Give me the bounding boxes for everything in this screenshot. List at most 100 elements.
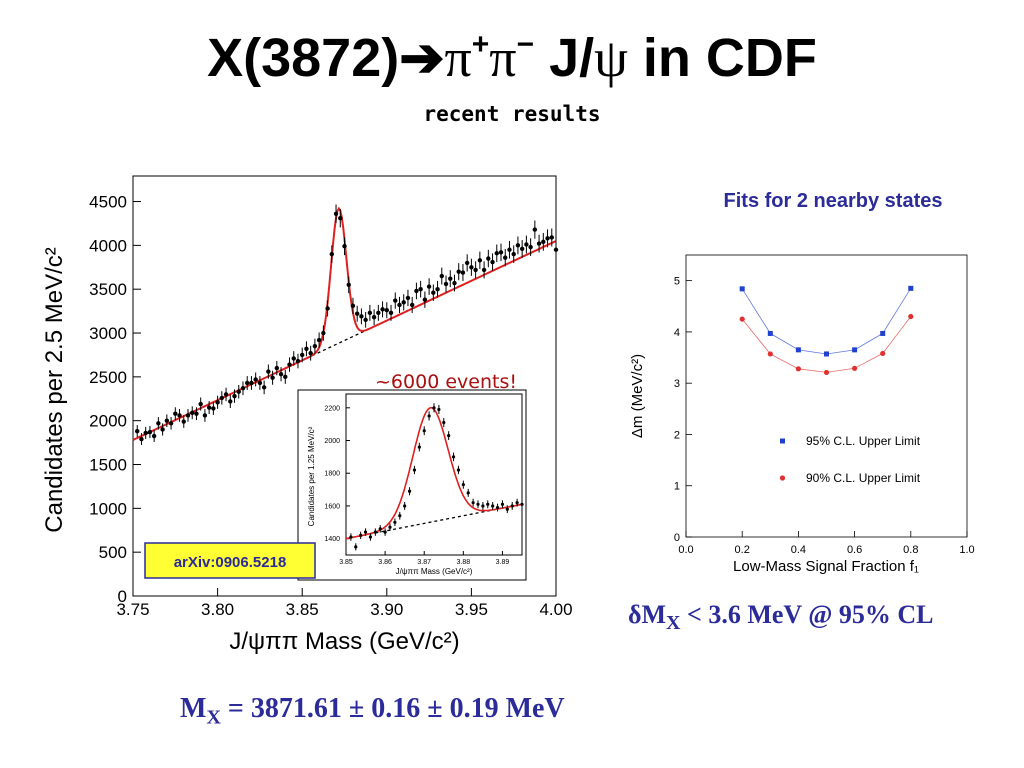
data-point — [342, 244, 347, 249]
y-tick-label: 5 — [674, 276, 680, 288]
mass-text: = 3871.61 ± 0.16 ± 0.19 MeV — [220, 693, 565, 724]
data-point — [541, 239, 546, 245]
data-point — [376, 310, 381, 316]
data-point — [553, 247, 559, 252]
data-point — [427, 414, 431, 418]
data-point — [359, 533, 363, 537]
data-point — [511, 251, 516, 257]
x-tick-label: 3.80 — [201, 600, 234, 619]
data-point — [409, 302, 415, 308]
x-axis-label: Low-Mass Signal Fraction f₁ — [733, 558, 919, 575]
data-point — [481, 267, 487, 273]
y-tick-label: 1 — [674, 481, 680, 493]
x-axis-label: J/ψππ Mass (GeV/c²) — [396, 567, 473, 576]
data-point — [532, 227, 538, 232]
data-point — [417, 445, 421, 449]
data-point — [219, 395, 225, 401]
mass-symbol: M — [180, 693, 207, 724]
data-point — [304, 346, 309, 351]
series-90-marker — [908, 313, 914, 320]
data-point — [515, 501, 519, 505]
legend-label: 90% C.L. Upper Limit — [806, 471, 921, 485]
data-point — [405, 295, 411, 301]
fits-title: Fits for 2 nearby states — [724, 190, 943, 212]
mass-result: MX = 3871.61 ± 0.16 ± 0.19 MeV — [180, 693, 565, 730]
y-axis-label: Candidates per 1.25 MeV/c² — [307, 426, 316, 526]
series-95-marker — [767, 330, 773, 336]
series-90-marker — [880, 350, 886, 357]
legend-marker-90 — [779, 475, 786, 481]
legend-marker-95 — [780, 438, 785, 444]
y-tick-label: 1500 — [89, 455, 127, 474]
data-point — [461, 483, 465, 487]
data-point — [466, 491, 470, 495]
data-point — [190, 410, 195, 415]
plot-frame — [685, 254, 968, 538]
y-axis-label: Candidates per 2.5 MeV/c² — [41, 247, 68, 532]
series-95-marker — [739, 286, 745, 292]
data-point — [473, 267, 478, 273]
data-point — [443, 281, 449, 287]
y-tick-label: 1800 — [324, 471, 340, 478]
data-point — [442, 420, 446, 425]
data-point — [397, 302, 402, 308]
data-point — [202, 413, 208, 418]
title-pi-minus: π — [489, 28, 517, 88]
series-95-marker — [908, 285, 914, 291]
data-point — [363, 530, 368, 534]
data-point — [510, 504, 514, 508]
data-point — [283, 374, 288, 380]
data-point — [437, 407, 441, 412]
slide-title: X(3872)➔π+π− J/ψ in CDF — [0, 28, 1024, 88]
data-point — [520, 502, 524, 506]
data-point — [464, 260, 470, 266]
data-point — [486, 502, 490, 506]
data-point — [274, 365, 280, 371]
data-point — [414, 288, 419, 294]
x-axis-label: J/ψππ Mass (GeV/c²) — [229, 628, 459, 655]
series-95-marker — [880, 330, 886, 336]
data-point — [185, 413, 191, 418]
arxiv-label-box: arXiv:0906.5218 — [144, 542, 316, 579]
y-tick-label: 500 — [99, 543, 127, 562]
data-point — [160, 427, 165, 432]
data-point — [528, 244, 533, 250]
data-point — [491, 504, 495, 508]
data-point — [378, 527, 382, 531]
x-tick-label: 3.85 — [286, 600, 319, 619]
data-point — [257, 380, 263, 386]
series-95-marker — [795, 347, 801, 353]
slide-subtitle: recent results — [423, 102, 601, 126]
title-pi-plus: π — [444, 28, 472, 88]
data-point — [498, 250, 504, 255]
title-jpsi: J/ — [534, 28, 595, 88]
data-point — [147, 429, 153, 435]
y-tick-label: 3000 — [89, 324, 127, 343]
x-tick-label: 3.90 — [370, 600, 403, 619]
data-point — [545, 236, 550, 241]
data-point — [486, 256, 491, 261]
data-point — [422, 429, 426, 433]
data-point — [393, 520, 397, 524]
data-point — [435, 286, 440, 292]
series-95-marker — [852, 347, 858, 353]
title-plus: + — [471, 28, 490, 61]
data-point — [316, 337, 322, 343]
data-point — [495, 505, 500, 510]
x-tick-label: 0.6 — [847, 544, 862, 556]
x-tick-label: 3.89 — [496, 559, 510, 566]
data-point — [505, 507, 509, 511]
data-point — [206, 405, 212, 410]
y-tick-label: 4 — [674, 327, 680, 339]
data-point — [329, 251, 335, 257]
data-point — [519, 246, 525, 252]
data-point — [456, 468, 461, 472]
events-label: ~6000 events! — [375, 371, 517, 393]
y-tick-label: 1400 — [324, 536, 340, 543]
data-point — [164, 418, 170, 423]
x-tick-label: 3.86 — [378, 559, 392, 566]
y-tick-label: 3 — [674, 378, 680, 390]
data-point — [403, 504, 407, 508]
data-point — [384, 308, 389, 313]
